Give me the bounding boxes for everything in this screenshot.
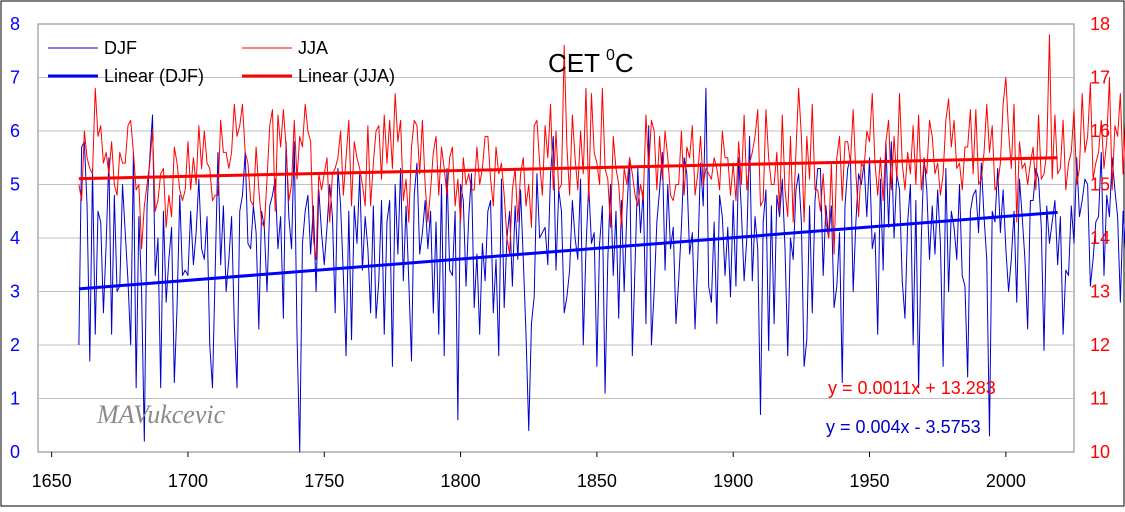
legend-label-jja: JJA [298, 38, 328, 58]
y-right-tick-label: 17 [1090, 68, 1110, 88]
x-tick-label: 1650 [32, 471, 72, 491]
y-left-tick-label: 1 [10, 389, 20, 409]
x-tick-label: 1700 [168, 471, 208, 491]
y-left-tick-label: 5 [10, 175, 20, 195]
x-tick-label: 1800 [441, 471, 481, 491]
djf-trend-equation: y = 0.004x - 3.5753 [826, 417, 981, 437]
x-tick-label: 1750 [304, 471, 344, 491]
legend: DJF JJA Linear (DJF) Linear (JJA) [48, 38, 395, 86]
y-left-tick-label: 8 [10, 14, 20, 34]
y-left-tick-label: 7 [10, 68, 20, 88]
y-right-tick-label: 10 [1090, 442, 1110, 462]
y-left-tick-label: 2 [10, 335, 20, 355]
series-line-djf [78, 87, 1125, 453]
jja-trend-equation: y = 0.0011x + 13.283 [828, 378, 996, 398]
legend-label-djf-linear: Linear (DJF) [104, 66, 204, 86]
y-right-tick-label: 13 [1090, 282, 1110, 302]
watermark-signature: MAVukcevic [96, 400, 226, 429]
series-layer [78, 34, 1125, 453]
x-tick-label: 1900 [713, 471, 753, 491]
y-right-tick-label: 12 [1090, 335, 1110, 355]
series-line-linear-jja [78, 156, 1058, 181]
y-right-tick-label: 11 [1090, 389, 1109, 409]
x-tick-label: 2000 [986, 471, 1026, 491]
y-axis-right: 10 11 12 13 14 15 16 17 18 [1090, 14, 1110, 462]
y-right-tick-label: 14 [1090, 228, 1110, 248]
series-line-linear-djf [78, 210, 1058, 291]
chart-title-unit: C [615, 48, 634, 78]
x-axis: 1650 1700 1750 1800 1850 1900 1950 2000 [32, 452, 1026, 491]
y-left-tick-label: 3 [10, 282, 20, 302]
y-left-tick-label: 6 [10, 121, 20, 141]
legend-label-djf: DJF [104, 38, 137, 58]
chart-title: CET 0C [548, 47, 634, 78]
chart-title-main: CET [548, 48, 600, 78]
y-left-tick-label: 0 [10, 442, 20, 462]
legend-label-jja-linear: Linear (JJA) [298, 66, 395, 86]
x-tick-label: 1850 [577, 471, 617, 491]
series-line-jja [78, 34, 1125, 260]
x-tick-label: 1950 [850, 471, 890, 491]
trend-layer [78, 156, 1058, 291]
y-axis-left: 0 1 2 3 4 5 6 7 8 [10, 14, 20, 462]
y-right-tick-label: 15 [1090, 175, 1110, 195]
y-right-tick-label: 18 [1090, 14, 1110, 34]
chart-title-superscript: 0 [606, 47, 615, 64]
y-left-tick-label: 4 [10, 228, 20, 248]
y-right-tick-label: 16 [1090, 121, 1110, 141]
